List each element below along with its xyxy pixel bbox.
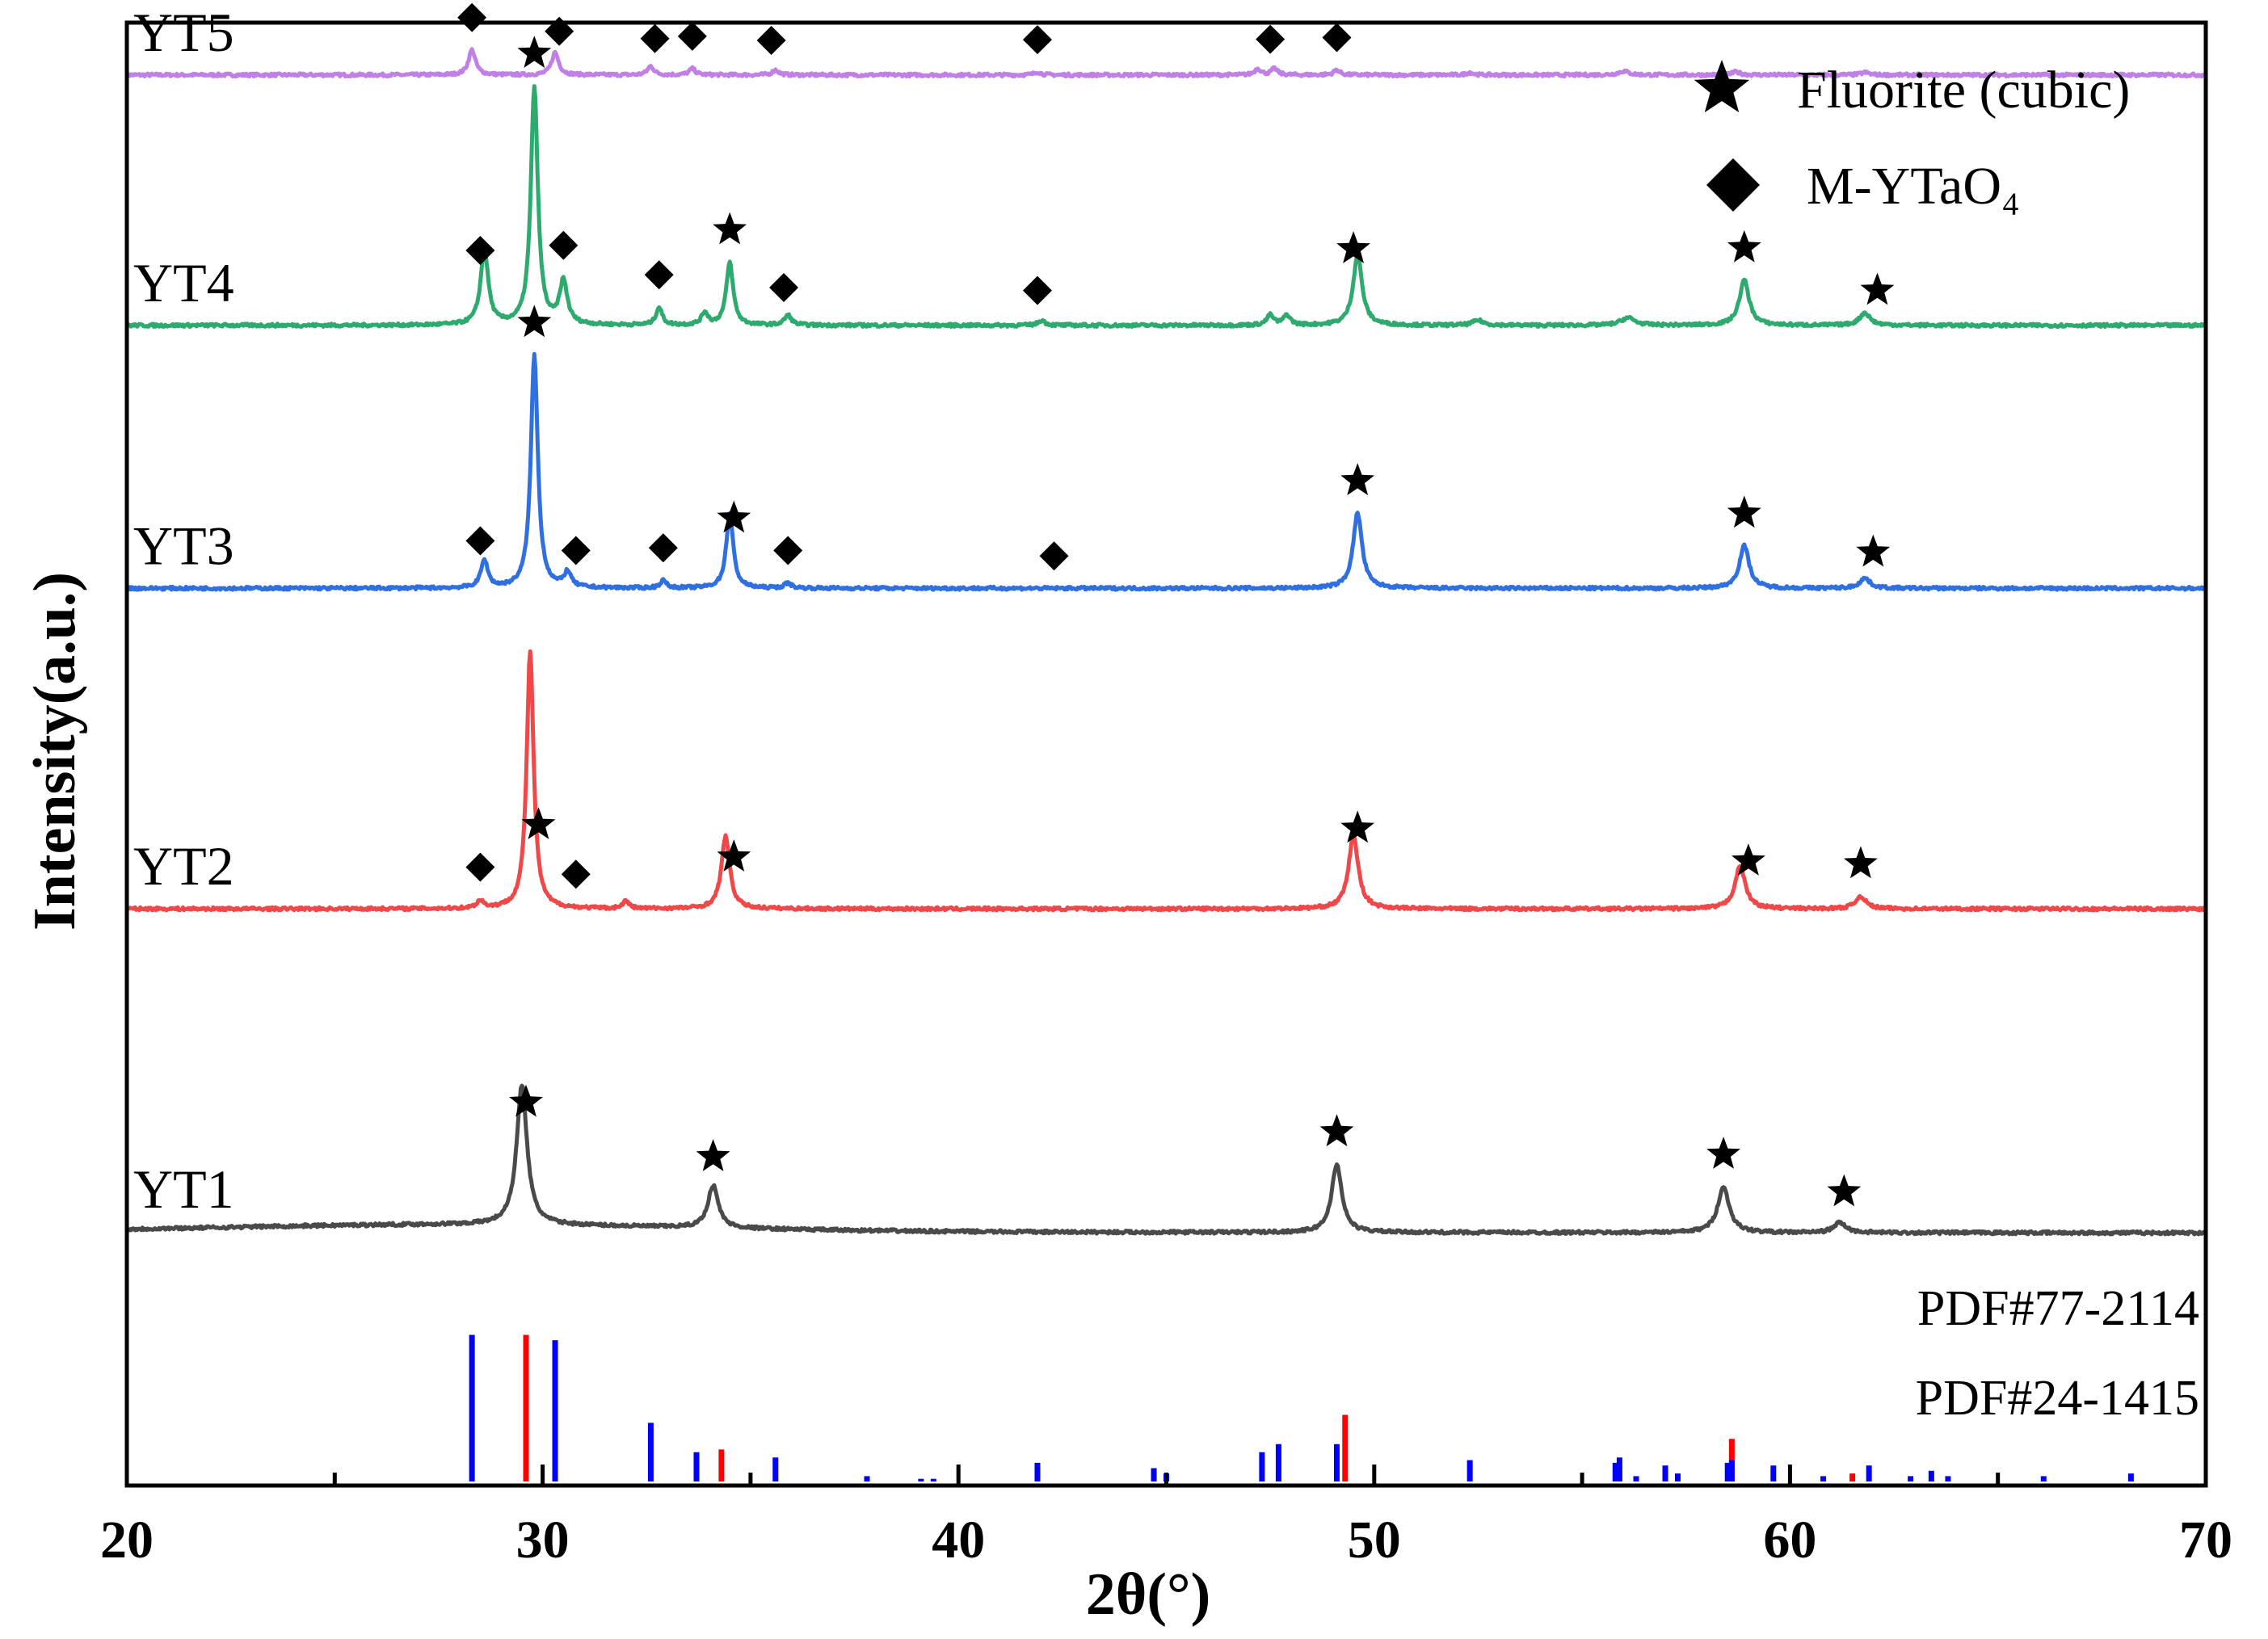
m-ytao4-diamond-marker [1039, 541, 1069, 571]
x-tick-label: 70 [2179, 1511, 2232, 1570]
m-ytao4-diamond-marker [769, 272, 799, 302]
series-line-yt5 [124, 47, 2207, 79]
fluorite-star-marker [1727, 229, 1761, 263]
series-label-yt4: YT4 [133, 252, 234, 313]
fluorite-star-marker [1856, 534, 1891, 567]
m-ytao4-diamond-marker [561, 536, 591, 565]
x-axis-title: 2θ(°) [1086, 1561, 1211, 1628]
fluorite-star-marker [1732, 843, 1765, 876]
series-line-yt4 [124, 84, 2208, 330]
fluorite-star-marker [517, 36, 552, 68]
series-label-yt5: YT5 [133, 2, 234, 63]
fluorite-star-marker [1340, 463, 1375, 496]
m-ytao4-diamond-marker [561, 859, 591, 889]
y-axis-title: Intensity(a.u.) [22, 572, 88, 931]
legend-label-fluorite: Fluorite (cubic) [1797, 61, 2130, 120]
m-ytao4-diamond-marker [773, 536, 803, 565]
fluorite-star-marker [713, 212, 747, 245]
m-ytao4-diamond-marker [457, 2, 487, 32]
pdf-label-77-2114: PDF#77-2114 [1917, 1281, 2199, 1336]
diffraction-series [124, 47, 2208, 1237]
fluorite-star-marker [1319, 1114, 1354, 1147]
m-ytao4-diamond-marker [648, 533, 678, 563]
m-ytao4-diamond-marker [549, 230, 579, 260]
fluorite-star-marker [521, 807, 556, 839]
m-ytao4-diamond-marker [465, 235, 495, 265]
series-line-yt2 [125, 649, 2207, 913]
plot-area [124, 2, 2208, 1481]
fluorite-star-marker [1336, 231, 1370, 263]
series-label-yt1: YT1 [133, 1158, 234, 1220]
fluorite-star-marker [509, 1084, 543, 1117]
m-ytao4-diamond-marker [1322, 23, 1352, 53]
m-ytao4-diamond-marker [677, 21, 707, 51]
m-ytao4-diamond-marker [640, 23, 670, 53]
fluorite-star-marker [717, 500, 751, 533]
m-ytao4-diamond-marker [756, 25, 786, 55]
x-axis: 20 30 40 50 60 70 [100, 1465, 2232, 1570]
legend-diamond-shape [1706, 158, 1760, 212]
m-ytao4-diamond-marker [1256, 24, 1285, 54]
m-ytao4-diamond-marker [465, 852, 495, 882]
x-tick-label: 20 [100, 1511, 154, 1570]
reference-pattern-lines [469, 1334, 2134, 1481]
series-line-yt1 [124, 1083, 2208, 1237]
m-ytao4-diamond-marker [1022, 275, 1052, 305]
fluorite-star-marker [1860, 272, 1895, 305]
fluorite-star-marker [1340, 810, 1375, 843]
fluorite-star-marker [1727, 495, 1761, 528]
x-tick-label: 30 [516, 1511, 570, 1570]
m-ytao4-diamond-marker [465, 526, 495, 556]
fluorite-star-marker [717, 839, 751, 872]
legend: Fluorite (cubic) M-YTaO₄ [1694, 60, 2130, 216]
legend-star-symbol [1694, 60, 1750, 113]
x-tick-label: 50 [1348, 1511, 1401, 1570]
fluorite-star-marker [696, 1139, 730, 1171]
series-labels: YT5 YT4 YT3 YT2 YT1 [133, 2, 234, 1220]
phase-markers [457, 2, 1895, 1207]
series-label-yt3: YT3 [133, 515, 234, 576]
m-ytao4-diamond-marker [644, 260, 674, 290]
fluorite-star-marker [1706, 1137, 1740, 1169]
fluorite-star-marker [517, 305, 552, 338]
x-tick-label: 60 [1763, 1511, 1816, 1570]
series-label-yt2: YT2 [133, 835, 234, 897]
legend-diamond-symbol [1706, 158, 1760, 212]
fluorite-star-marker [1844, 846, 1878, 879]
legend-label-m-ytao4: M-YTaO₄ [1807, 157, 2020, 216]
legend-star-shape [1694, 60, 1750, 113]
pdf-label-24-1415: PDF#24-1415 [1916, 1371, 2199, 1426]
series-line-yt3 [125, 351, 2208, 592]
m-ytao4-diamond-marker [1022, 25, 1052, 55]
plot-frame [124, 20, 2208, 1488]
x-tick-label: 40 [932, 1511, 985, 1570]
fluorite-star-marker [1827, 1174, 1862, 1207]
